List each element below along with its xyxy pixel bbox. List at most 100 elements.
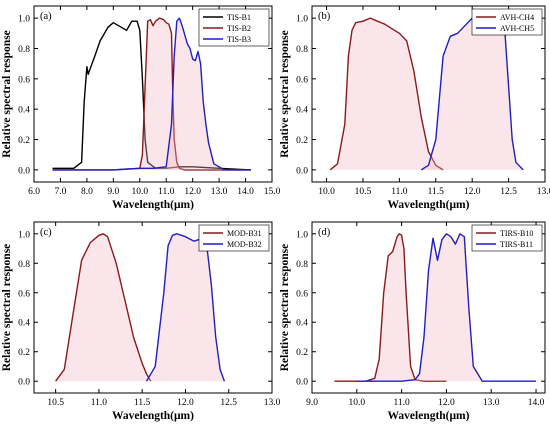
y-tick-label: 0.6	[296, 75, 308, 85]
series-line	[356, 233, 536, 382]
x-tick-label: 11.5	[134, 398, 151, 408]
x-tick-label: 14.0	[528, 398, 545, 408]
x-tick-label: 10.5	[355, 187, 372, 197]
x-tick-label: 10.0	[318, 187, 335, 197]
series-band	[421, 18, 524, 170]
x-tick-label: 9.0	[306, 398, 318, 408]
x-tick-label: 10.5	[47, 398, 64, 408]
x-tick-label: 9.0	[107, 187, 119, 197]
panel-label: (a)	[40, 11, 52, 22]
x-tick-label: 13.0	[211, 187, 228, 197]
y-axis-label: Relative spectral response	[279, 244, 291, 372]
y-tick-label: 1.0	[296, 230, 308, 240]
x-tick-label: 12.0	[438, 398, 455, 408]
y-tick-label: 0.4	[296, 106, 308, 116]
x-tick-label: 7.0	[55, 187, 67, 197]
y-axis-label: Relative spectral response	[1, 30, 13, 158]
legend-box	[198, 224, 270, 252]
y-tick-label: 0.8	[18, 260, 30, 270]
legend-entry: TIS-B2	[227, 24, 251, 33]
chart-panel-2: 10.0 10.5 11.0 11.5 12.0 12.5 13.0 0.0 0.2 0.4 0.6…	[279, 5, 550, 211]
y-tick-label: 0.6	[18, 289, 30, 299]
legend-entry: MOD-B31	[227, 229, 262, 238]
plot-frame	[311, 5, 546, 183]
y-tick-label: 0.0	[296, 166, 308, 176]
x-tick-label: 10.0	[131, 187, 148, 197]
series-line	[52, 17, 251, 171]
y-axis-label: Relative spectral response	[1, 244, 13, 372]
y-tick-label: 1.0	[18, 15, 30, 25]
legend-entry: AVH-CH5	[500, 24, 534, 33]
x-tick-label: 14.0	[237, 187, 254, 197]
y-tick-label: 0.2	[18, 136, 30, 146]
series-line	[329, 17, 444, 171]
x-tick-label: 12.5	[500, 187, 517, 197]
y-tick-label: 0.0	[18, 378, 30, 388]
x-tick-label: 13.0	[483, 398, 500, 408]
series-band	[330, 18, 444, 170]
x-tick-label: 12.5	[220, 398, 237, 408]
y-axis-label: Relative spectral response	[279, 30, 291, 158]
y-tick-label: 0.0	[18, 166, 30, 176]
x-tick-label: 10.0	[348, 398, 365, 408]
y-tick-label: 0.2	[296, 136, 308, 146]
series-line	[145, 233, 226, 382]
legend-box	[471, 224, 543, 252]
x-tick-label: 13.0	[537, 187, 550, 197]
y-tick-label: 0.8	[296, 45, 308, 55]
legend-entry: TIRS-B10	[500, 229, 533, 238]
y-tick-label: 0.4	[18, 319, 30, 329]
x-tick-label: 12.0	[184, 187, 201, 197]
x-tick-label: 13.0	[264, 398, 281, 408]
plot-frame	[33, 221, 273, 394]
plot-frame	[33, 5, 273, 183]
x-tick-label: 12.0	[464, 187, 481, 197]
y-tick-label: 0.6	[296, 289, 308, 299]
series-line	[52, 20, 251, 171]
y-tick-label: 0.0	[296, 378, 308, 388]
legend-entry: TIS-B3	[227, 35, 251, 44]
y-tick-label: 0.4	[18, 106, 30, 116]
series-band	[52, 18, 251, 170]
x-tick-label: 6.0	[28, 187, 40, 197]
x-axis-label: Wavelength(μm)	[388, 199, 470, 211]
x-tick-label: 12.0	[177, 398, 194, 408]
panel-label: (d)	[318, 227, 331, 238]
legend-entry: AVH-CH4	[500, 13, 534, 22]
series-band	[334, 233, 447, 382]
panel-label: (b)	[318, 11, 331, 22]
legend-entry: MOD-B32	[227, 240, 262, 249]
chart-panel-1: 6.0 7.0 8.0 9.0 10.0 11.0 12.0 13.0 14.0 15.0 0.0 0…	[1, 5, 281, 211]
series-band	[52, 18, 251, 170]
legend-box	[471, 8, 543, 36]
chart-panel-3: 10.5 11.0 11.5 12.0 12.5 13.0 0.0 0.2 0.4 0.6 0.8 1…	[1, 221, 281, 422]
plot-frame	[311, 221, 546, 394]
series-line	[55, 233, 152, 382]
x-tick-label: 8.0	[81, 187, 93, 197]
x-axis-label: Wavelength(μm)	[112, 199, 194, 211]
legend-entry: TIRS-B11	[500, 240, 533, 249]
x-tick-label: 11.5	[428, 187, 445, 197]
series-line	[52, 17, 251, 171]
x-tick-label: 11.0	[393, 398, 410, 408]
legend-entry: TIS-B1	[227, 13, 251, 22]
y-tick-label: 0.4	[296, 319, 308, 329]
y-tick-label: 0.8	[296, 260, 308, 270]
y-tick-label: 0.2	[296, 348, 308, 358]
x-axis-label: Wavelength(μm)	[388, 410, 470, 422]
x-tick-label: 11.0	[91, 398, 108, 408]
y-tick-label: 1.0	[296, 15, 308, 25]
y-tick-label: 0.6	[18, 75, 30, 85]
y-tick-label: 0.8	[18, 45, 30, 55]
series-band	[55, 233, 151, 382]
chart-panel-4: 9.0 10.0 11.0 12.0 13.0 14.0 0.0 0.2 0.4 0.6 0.8 1.…	[279, 221, 546, 422]
panel-label: (c)	[40, 227, 52, 238]
series-line	[334, 233, 447, 382]
y-tick-label: 0.2	[18, 348, 30, 358]
x-tick-label: 11.0	[158, 187, 175, 197]
x-tick-label: 15.0	[264, 187, 281, 197]
x-axis-label: Wavelength(μm)	[112, 410, 194, 422]
series-band	[356, 233, 536, 382]
x-tick-label: 11.0	[391, 187, 408, 197]
